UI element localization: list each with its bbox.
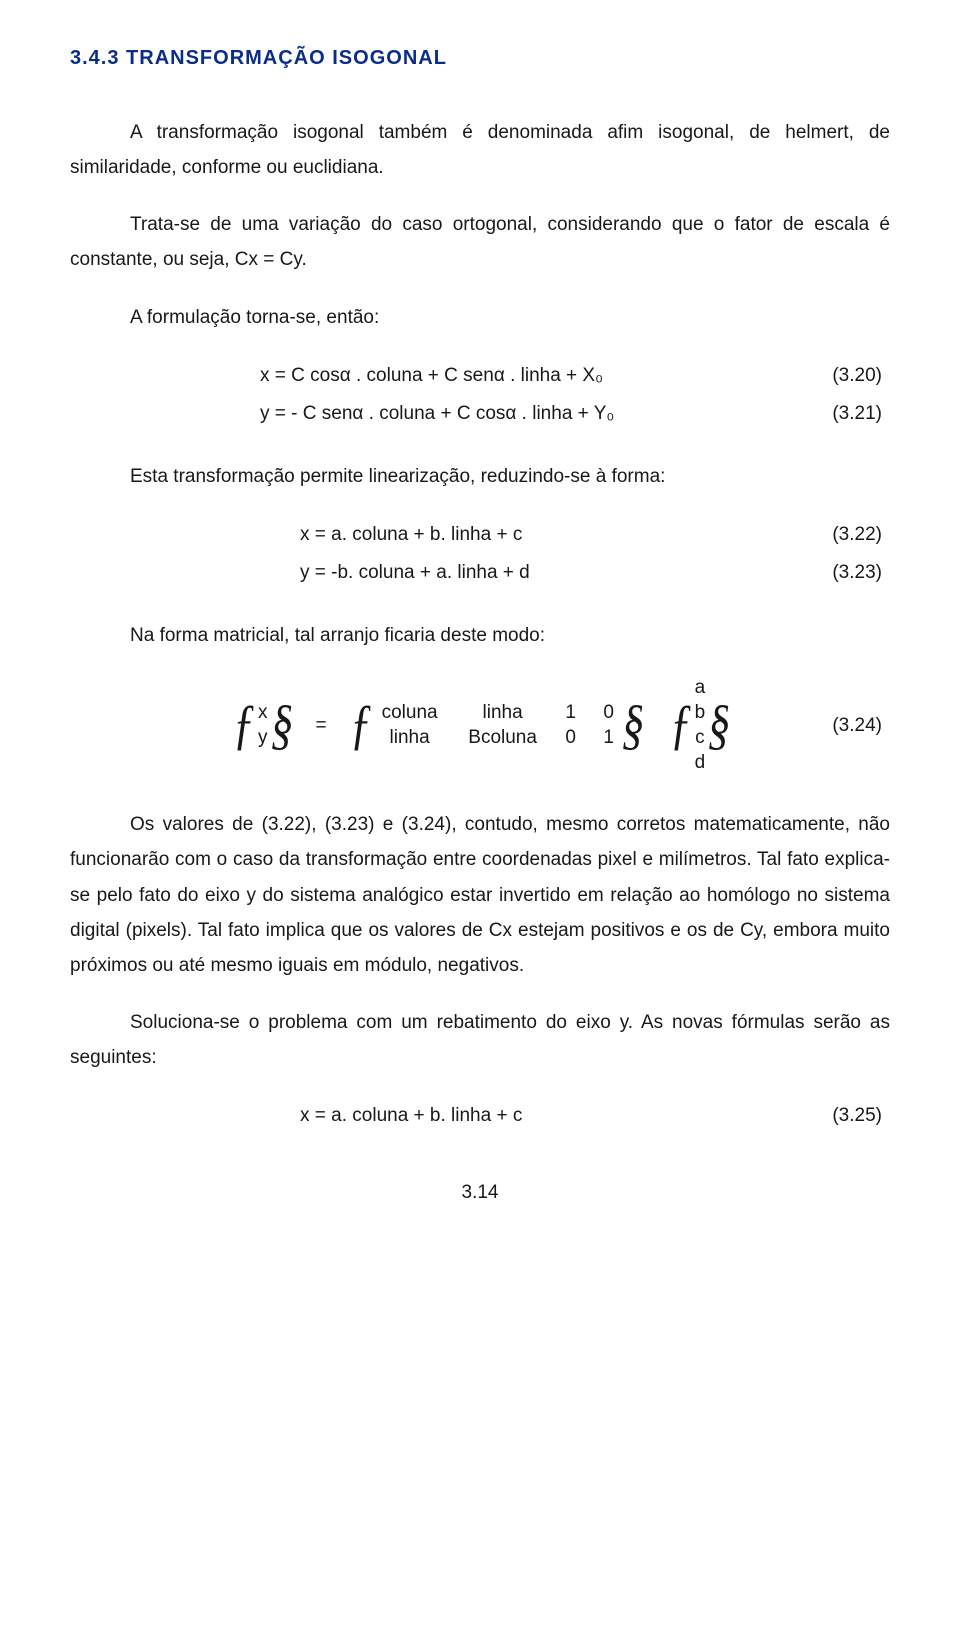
A12: linha bbox=[463, 700, 543, 726]
equals-sign: = bbox=[316, 708, 327, 743]
A14: 0 bbox=[599, 700, 619, 726]
paragraph-6: Os valores de (3.22), (3.23) e (3.24), c… bbox=[70, 807, 890, 983]
lhs-x: x bbox=[258, 700, 268, 726]
A24: 1 bbox=[599, 725, 619, 751]
A22: Bcoluna bbox=[463, 725, 543, 751]
paragraph-4: Esta transformação permite linearização,… bbox=[70, 459, 890, 494]
eq-3-24-matrix: ƒ x y § = ƒ coluna linha 1 0 bbox=[70, 675, 733, 775]
paragraph-2: Trata-se de uma variação do caso ortogon… bbox=[70, 207, 890, 277]
A23: 0 bbox=[561, 725, 581, 751]
eq-3-21-number: (3.21) bbox=[832, 395, 890, 433]
eq-3-20-number: (3.20) bbox=[832, 357, 890, 395]
lhs-y: y bbox=[258, 725, 268, 751]
brace-icon: ƒ bbox=[349, 697, 371, 753]
eq-3-20-text: x = C cosα . coluna + C senα . linha + X… bbox=[70, 357, 603, 395]
paragraph-3: A formulação torna-se, então: bbox=[70, 300, 890, 335]
eq-3-21-text: y = - C senα . coluna + C cosα . linha +… bbox=[70, 395, 614, 433]
eq-3-25-number: (3.25) bbox=[832, 1097, 890, 1135]
eq-3-24-number: (3.24) bbox=[832, 708, 890, 743]
brace-icon: § bbox=[621, 697, 643, 753]
eq-3-22-number: (3.22) bbox=[832, 516, 890, 554]
eq-3-25-text: x = a. coluna + b. linha + c bbox=[70, 1097, 522, 1135]
vec-a: a bbox=[695, 675, 706, 700]
brace-icon: § bbox=[708, 697, 730, 753]
paragraph-5: Na forma matricial, tal arranjo ficaria … bbox=[70, 618, 890, 653]
vec-b: b bbox=[695, 700, 706, 725]
equation-block-3: x = a. coluna + b. linha + c (3.25) bbox=[70, 1097, 890, 1135]
brace-icon: § bbox=[270, 697, 292, 753]
brace-icon: ƒ bbox=[233, 697, 255, 753]
A21: linha bbox=[375, 725, 445, 751]
equation-block-1: x = C cosα . coluna + C senα . linha + X… bbox=[70, 357, 890, 433]
vec-c: c bbox=[695, 725, 706, 750]
page-number: 3.14 bbox=[70, 1175, 890, 1210]
A13: 1 bbox=[561, 700, 581, 726]
A11: coluna bbox=[375, 700, 445, 726]
paragraph-1: A transformação isogonal também é denomi… bbox=[70, 115, 890, 185]
paragraph-7: Soluciona-se o problema com um rebatimen… bbox=[70, 1005, 890, 1075]
eq-3-22-text: x = a. coluna + b. linha + c bbox=[70, 516, 522, 554]
section-heading: 3.4.3 TRANSFORMAÇÃO ISOGONAL bbox=[70, 40, 890, 77]
eq-3-23-number: (3.23) bbox=[832, 554, 890, 592]
equation-block-2: x = a. coluna + b. linha + c (3.22) y = … bbox=[70, 516, 890, 592]
vec-d: d bbox=[695, 750, 706, 775]
brace-icon: ƒ bbox=[669, 697, 691, 753]
eq-3-23-text: y = -b. coluna + a. linha + d bbox=[70, 554, 530, 592]
